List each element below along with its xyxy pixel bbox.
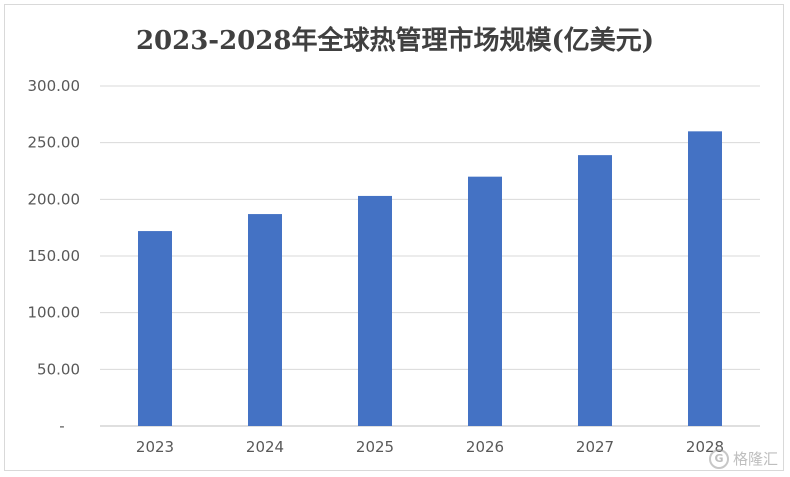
bar-2023 — [138, 231, 172, 426]
watermark-text: 格隆汇 — [732, 450, 778, 468]
x-tick-label: 2025 — [356, 438, 394, 456]
y-tick-label: 100.00 — [28, 304, 81, 322]
bar-2026 — [468, 176, 502, 426]
watermark: G 格隆汇 — [708, 448, 778, 469]
y-tick-label: 150.00 — [28, 247, 81, 265]
y-tick-label: 300.00 — [28, 77, 81, 95]
y-tick-label: 250.00 — [28, 134, 81, 152]
y-tick-label: 200.00 — [28, 190, 81, 208]
chart-frame — [4, 4, 784, 471]
x-tick-label: 2023 — [136, 438, 174, 456]
x-axis-ticks: 2023 2024 2025 2026 2027 2028 — [136, 438, 724, 456]
bar-2027 — [578, 155, 612, 426]
bar-2024 — [248, 214, 282, 426]
bar-2028 — [688, 131, 722, 427]
gridlines — [100, 85, 760, 427]
y-tick-label: - — [59, 417, 64, 435]
chart-title: 2023-2028年全球热管理市场规模(亿美元) — [135, 26, 655, 56]
watermark-logo-icon: G — [708, 448, 729, 469]
y-tick-label: 50.00 — [37, 360, 80, 378]
y-axis-ticks: - 50.00 100.00 150.00 200.00 250.00 300.00 — [28, 77, 81, 435]
bars — [138, 131, 722, 427]
bar-2025 — [358, 195, 392, 426]
x-tick-label: 2026 — [466, 438, 504, 456]
x-tick-label: 2027 — [576, 438, 614, 456]
x-tick-label: 2024 — [246, 438, 284, 456]
